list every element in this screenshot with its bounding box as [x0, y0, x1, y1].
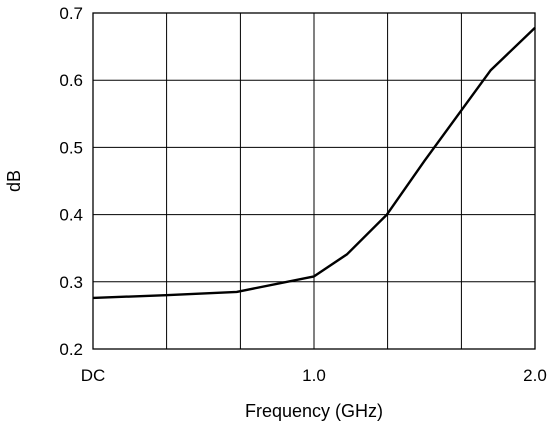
y-tick-label: 0.5 — [59, 138, 83, 157]
y-tick-label: 0.3 — [59, 273, 83, 292]
x-tick-label: DC — [81, 366, 106, 385]
x-axis-label: Frequency (GHz) — [245, 401, 383, 421]
y-axis-label: dB — [4, 170, 24, 192]
y-tick-label: 0.7 — [59, 4, 83, 23]
y-tick-label: 0.2 — [59, 340, 83, 359]
y-tick-label: 0.4 — [59, 206, 83, 225]
series-layer — [92, 26, 536, 300]
y-tick-label: 0.6 — [59, 71, 83, 90]
plot-frame — [92, 12, 536, 350]
grid-layer — [92, 12, 536, 350]
series-line-0 — [92, 26, 536, 300]
tick-label-layer: 0.2 0.3 0.4 0.5 0.6 0.7 DC 1.0 2.0 — [59, 4, 546, 385]
x-tick-label: 1.0 — [302, 366, 326, 385]
x-tick-label: 2.0 — [523, 366, 547, 385]
